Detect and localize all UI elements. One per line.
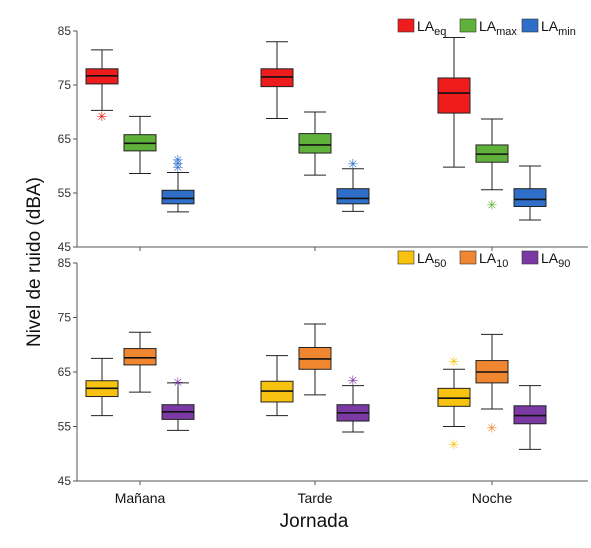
box-LA10-1 [123, 331, 157, 393]
legend-item-LA90: LA90 [521, 250, 570, 270]
legend-label-main: LA [541, 250, 559, 266]
legend-swatch [397, 250, 415, 265]
legend-label-sub: max [496, 26, 517, 38]
box-LAeq-1: ✳ [85, 49, 119, 125]
legend-label: LA90 [541, 250, 570, 270]
box-iqr [513, 188, 547, 207]
box-LA90-1: ✳ [161, 376, 195, 431]
box-LAmin-1: ✳✳✳ [161, 154, 195, 213]
y-tick-label: 85 [58, 256, 72, 270]
legend-label: LAeq [417, 18, 446, 38]
legend-label-main: LA [541, 18, 559, 34]
legend-item-LAmin: LAmin [521, 18, 576, 38]
series-LAmax: ✳ [123, 111, 509, 213]
y-tick-label: 45 [58, 474, 72, 488]
y-tick-label: 55 [58, 420, 72, 434]
box-iqr [123, 348, 157, 366]
legend-label-main: LA [479, 18, 497, 34]
outlier-point: ✳ [487, 422, 498, 437]
series-LA10: ✳ [123, 323, 509, 437]
box-LAmax-3: ✳ [475, 118, 509, 213]
box-LAeq-2 [260, 41, 294, 119]
box-LAeq-3 [437, 36, 471, 168]
outlier-point: ✳ [173, 161, 184, 176]
legend-label-sub: eq [434, 26, 446, 38]
y-tick-label: 85 [58, 24, 72, 38]
box-LAmin-3 [513, 165, 547, 221]
series-LAeq: ✳ [85, 36, 471, 168]
legend-swatch [521, 18, 539, 33]
legend-label: LAmax [479, 18, 517, 38]
legend-label-sub: 90 [558, 258, 570, 270]
outlier-point: ✳ [173, 154, 184, 169]
box-iqr [437, 77, 471, 114]
outlier-point: ✳ [449, 438, 460, 453]
outlier-point: ✳ [487, 198, 498, 213]
series-LA90: ✳ ✳ [161, 374, 547, 450]
y-tick-label: 65 [58, 365, 72, 379]
series-LAmin: ✳✳✳ ✳ [161, 154, 547, 221]
outlier-point: ✳ [449, 355, 460, 370]
legend-label-main: LA [417, 250, 435, 266]
legend-item-LA50: LA50 [397, 250, 446, 270]
legend-label-sub: 50 [434, 258, 446, 270]
box-LAmax-2 [298, 111, 332, 176]
legend-label-main: LA [417, 18, 435, 34]
y-tick-label: 75 [58, 311, 72, 325]
x-tick-label: Tarde [297, 490, 332, 506]
box-LA50-1 [85, 357, 119, 417]
box-LA90-3 [513, 385, 547, 450]
legend-label-sub: min [558, 26, 576, 38]
box-LA50-3: ✳✳ [437, 355, 471, 453]
box-iqr [513, 405, 547, 425]
legend-item-LAmax: LAmax [459, 18, 517, 38]
outlier-point: ✳ [97, 110, 108, 125]
box-iqr [298, 133, 332, 154]
outlier-point: ✳ [348, 157, 359, 172]
y-tick-label: 65 [58, 132, 72, 146]
box-LA10-3: ✳ [475, 333, 509, 437]
outlier-point: ✳ [348, 374, 359, 389]
box-iqr [161, 189, 195, 205]
y-tick-label: 75 [58, 78, 72, 92]
legend-item-LAeq: LAeq [397, 18, 446, 38]
y-tick-label: 55 [58, 186, 72, 200]
box-LA10-2 [298, 323, 332, 396]
y-tick-label: 45 [58, 240, 72, 254]
x-axis-title: Jornada [280, 511, 349, 532]
box-LA90-2: ✳ [336, 374, 370, 433]
series-LA50: ✳✳ [85, 355, 471, 453]
box-iqr [260, 68, 294, 88]
box-LAmax-1 [123, 115, 157, 175]
legend-label-sub: 10 [496, 258, 508, 270]
y-axis-title: Nivel de ruido (dBA) [24, 177, 45, 347]
legend: LAeq LAmax LAmin [397, 18, 576, 38]
legend-swatch [459, 18, 477, 33]
x-tick-label: Mañana [115, 490, 166, 506]
box-iqr [336, 188, 370, 205]
legend-label: LA10 [479, 250, 508, 270]
outlier-point: ✳ [173, 376, 184, 391]
box-LAmin-2: ✳ [336, 157, 370, 212]
outlier-point: ✳ [173, 157, 184, 172]
legend: LA50 LA10 LA90 [397, 250, 570, 270]
x-tick-label: Noche [472, 490, 513, 506]
legend-label: LAmin [541, 18, 576, 38]
box-iqr [437, 387, 471, 407]
legend-label-main: LA [479, 250, 497, 266]
box-LA50-2 [260, 355, 294, 417]
legend-swatch [521, 250, 539, 265]
legend-swatch [459, 250, 477, 265]
legend-label: LA50 [417, 250, 446, 270]
legend-item-LA10: LA10 [459, 250, 508, 270]
legend-swatch [397, 18, 415, 33]
